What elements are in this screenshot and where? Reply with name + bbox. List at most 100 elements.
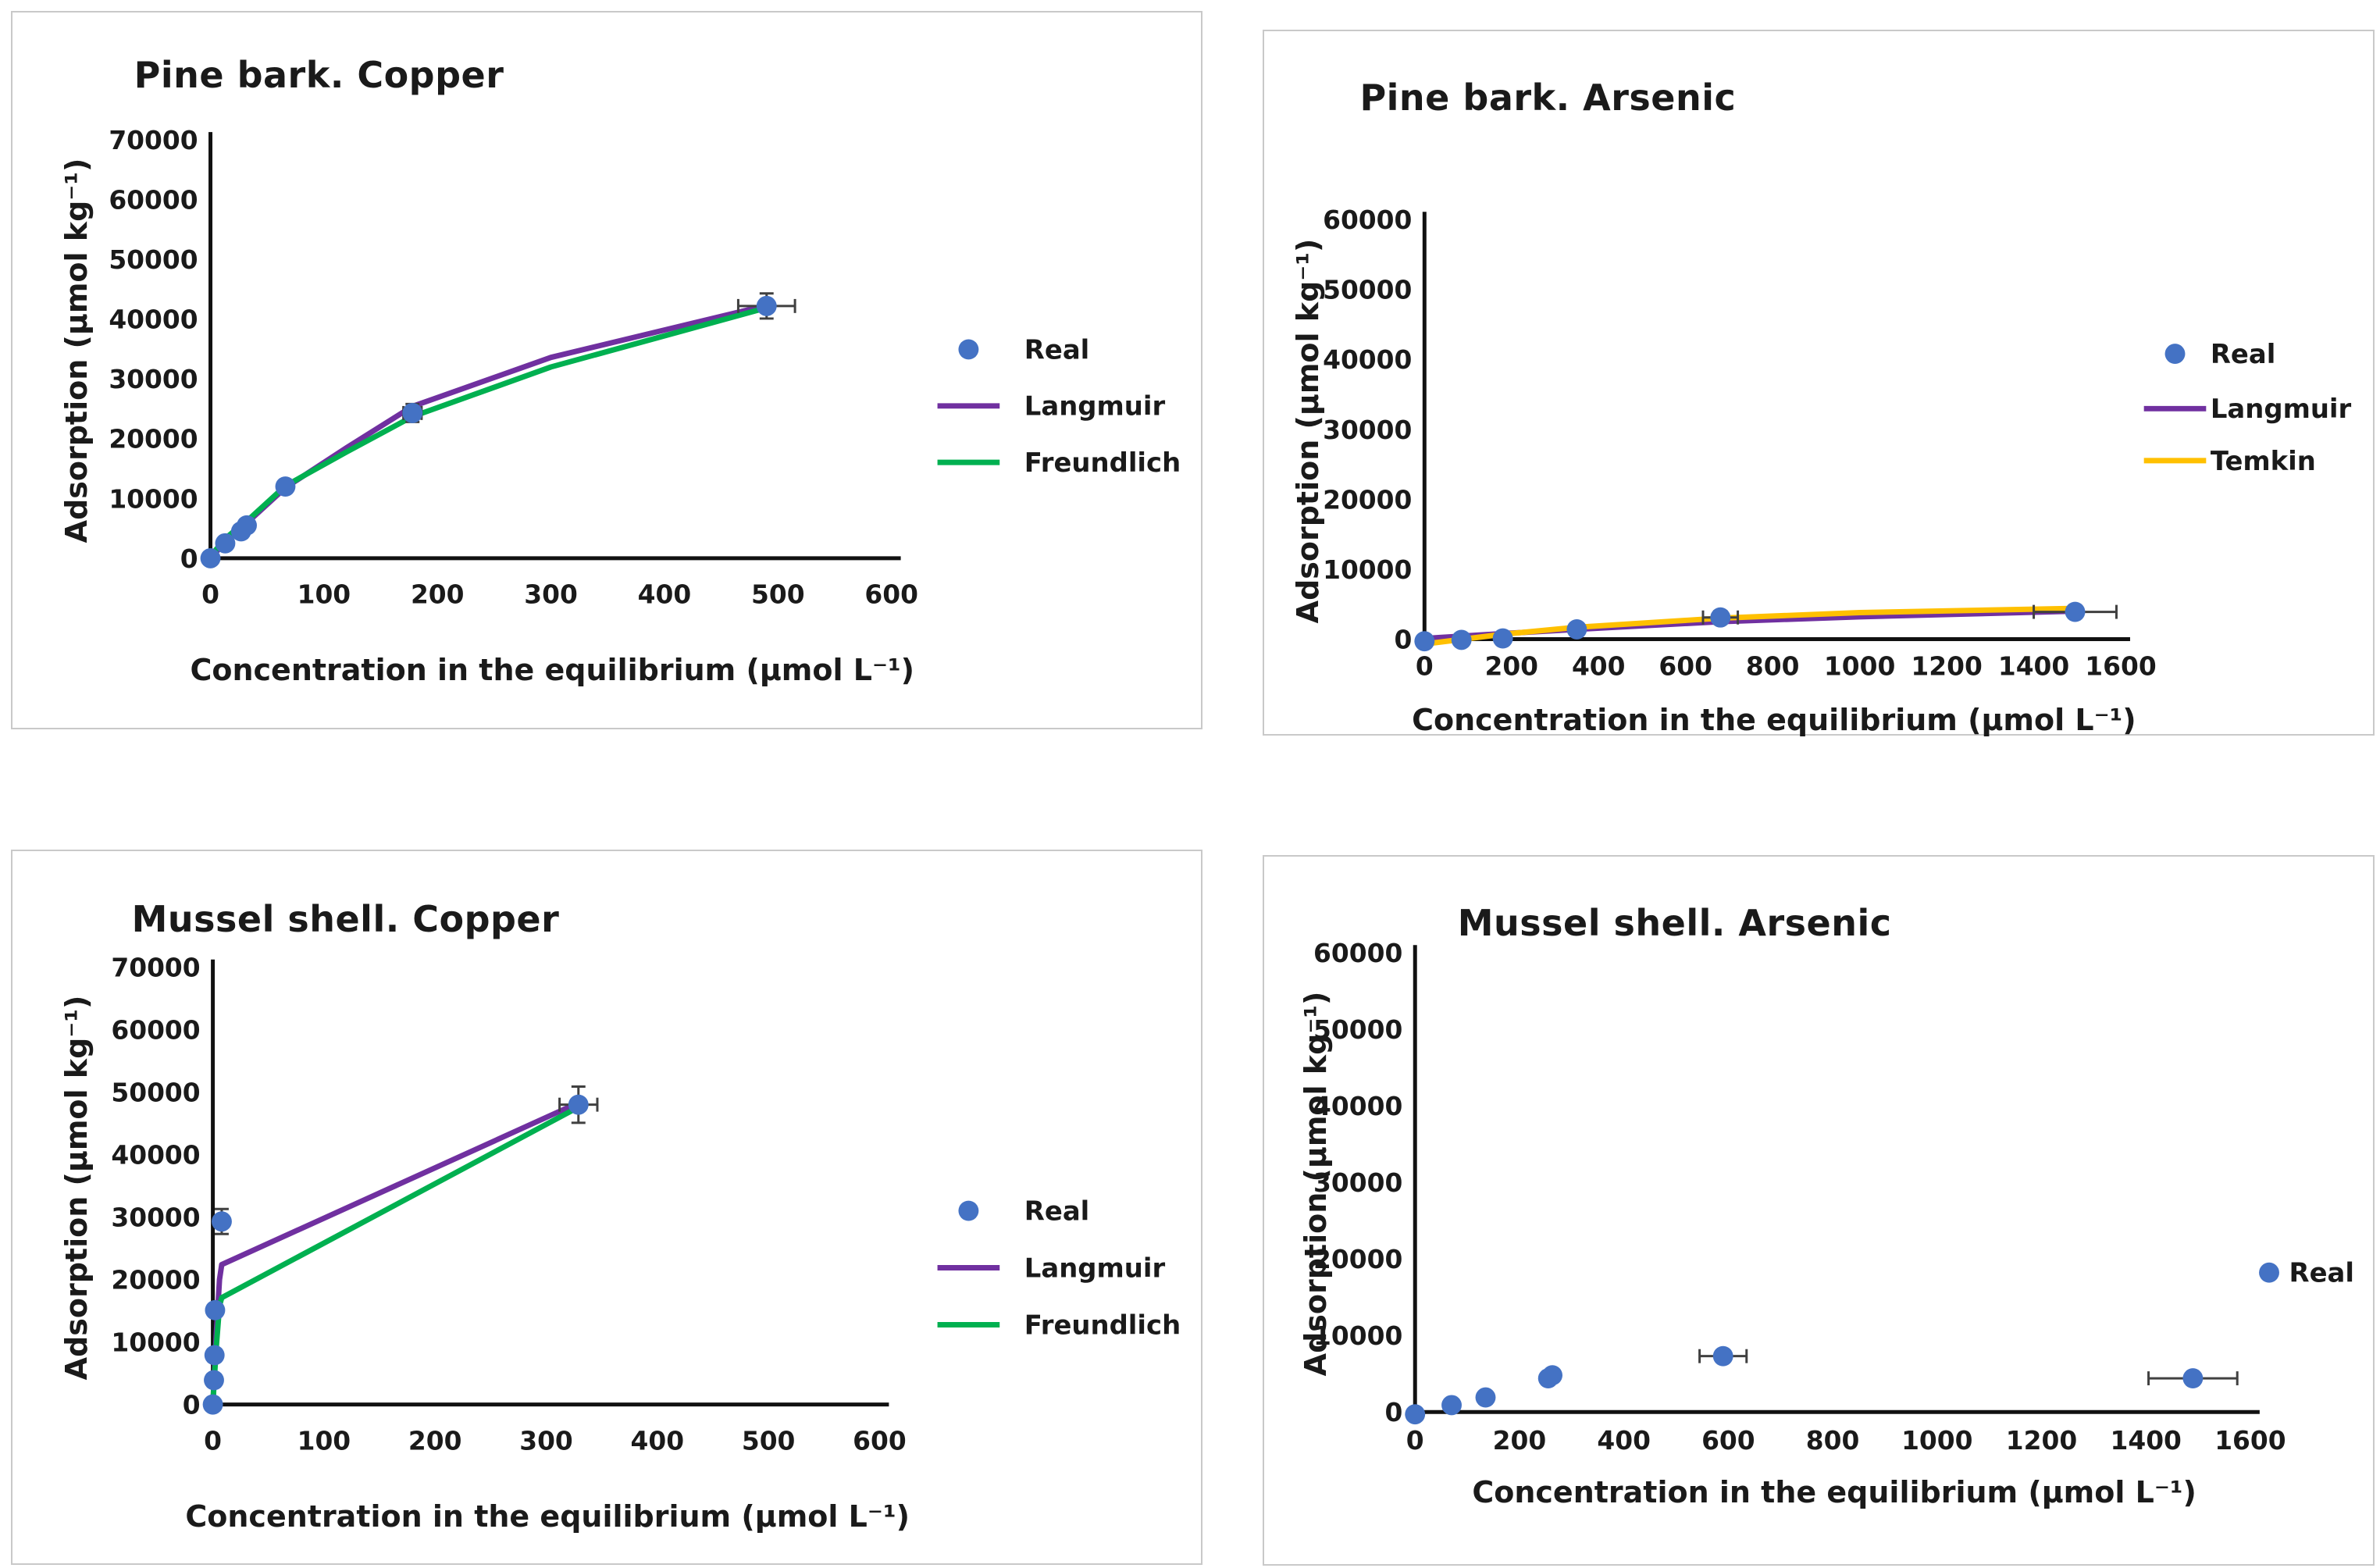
series-line-freundlich [208, 305, 770, 560]
chart-canvas: 0 10000 20000 30000 40000 50000 60000 0 200 400 60… [1323, 205, 2352, 681]
data-point [2182, 1368, 2204, 1389]
data-point [204, 1345, 225, 1366]
x-tick-label: 0 [1406, 1426, 1424, 1456]
legend-label-real: Real [2289, 1258, 2354, 1288]
x-tick-label: 100 [298, 580, 351, 610]
y-tick-label: 40000 [111, 1141, 200, 1171]
legend-marker-real [2259, 1262, 2279, 1283]
chart-canvas: 0 10000 20000 30000 40000 50000 60000 70000 0 100… [111, 953, 1181, 1456]
x-tick-label: 0 [1416, 651, 1434, 681]
data-point [275, 476, 296, 497]
y-tick-label: 60000 [1313, 939, 1402, 968]
y-tick-label: 40000 [1313, 1092, 1402, 1121]
y-tick-label: 0 [1384, 1398, 1402, 1427]
y-tick-label: 60000 [111, 1016, 200, 1046]
x-tick-label: 1000 [1824, 651, 1895, 681]
chart-panel-mussel-shell-arsenic: Mussel shell. Arsenic Adsorption (μmol k… [1263, 855, 2375, 1566]
x-tick-label: 600 [853, 1426, 907, 1456]
y-tick-label: 50000 [1323, 276, 1412, 305]
x-tick-label: 800 [1806, 1426, 1860, 1456]
data-point [1405, 1404, 1426, 1425]
x-tick-label: 600 [1701, 1426, 1755, 1456]
y-tick-label: 50000 [109, 245, 198, 275]
data-point [202, 1394, 223, 1415]
data-point [1475, 1387, 1496, 1408]
legend-marker-real [958, 339, 979, 360]
x-tick-label: 200 [408, 1426, 462, 1456]
y-tick-label: 10000 [1313, 1321, 1402, 1351]
legend-label-real: Real [2211, 339, 2275, 369]
y-tick-label: 10000 [109, 484, 198, 514]
data-point [200, 547, 221, 568]
x-axis-title: Concentration in the equilibrium (μmol L… [1472, 1475, 2197, 1510]
y-tick-label: 40000 [1323, 345, 1412, 375]
x-axis-title: Concentration in the equilibrium (μmol L… [1412, 702, 2136, 737]
chart-canvas: 0 10000 20000 30000 40000 50000 60000 70000 0 100… [109, 126, 1181, 610]
series-line-temkin [1421, 605, 2078, 647]
y-tick-label: 50000 [111, 1078, 200, 1108]
y-axis-title: Adsorption (μmol kg⁻¹) [1290, 238, 1325, 624]
y-tick-label: 20000 [1313, 1245, 1402, 1274]
y-tick-label: 10000 [1323, 555, 1412, 585]
chart-title: Mussel shell. Copper [131, 898, 560, 941]
legend-label-real: Real [1024, 1196, 1089, 1227]
data-point [756, 295, 777, 316]
series-line-freundlich [210, 1104, 582, 1408]
data-point [1712, 1345, 1733, 1367]
y-tick-label: 20000 [109, 425, 198, 454]
chart-panel-pine-bark-copper: Pine bark. Copper Adsorption (μmol kg⁻¹)… [11, 11, 1202, 729]
y-tick-label: 30000 [1323, 415, 1412, 445]
legend-label-freundlich: Freundlich [1024, 447, 1181, 478]
data-point [237, 515, 257, 536]
x-axis-title: Concentration in the equilibrium (μmol L… [185, 1499, 910, 1534]
data-point [1710, 607, 1731, 628]
legend-label-langmuir: Langmuir [2211, 394, 2352, 424]
data-point [402, 402, 423, 423]
legend-label-langmuir: Langmuir [1024, 1253, 1166, 1283]
y-axis-title: Adsorption (μmol kg⁻¹) [59, 995, 94, 1380]
x-tick-label: 1600 [2085, 651, 2156, 681]
x-tick-label: 1200 [2006, 1426, 2077, 1456]
data-point [1414, 631, 1435, 652]
series-line-langmuir [208, 302, 770, 561]
data-point [1451, 629, 1472, 650]
y-tick-label: 60000 [1323, 205, 1412, 235]
legend-label-langmuir: Langmuir [1024, 391, 1166, 422]
chart-title: Pine bark. Arsenic [1359, 76, 1737, 119]
x-tick-label: 500 [751, 580, 805, 610]
legend-label-freundlich: Freundlich [1024, 1310, 1181, 1340]
data-point [205, 1299, 226, 1320]
series-line-langmuir [210, 1099, 582, 1408]
legend: Real [2259, 1258, 2354, 1288]
data-point [204, 1370, 224, 1391]
chart-title: Pine bark. Copper [134, 54, 504, 97]
y-tick-label: 0 [183, 1391, 201, 1420]
x-tick-label: 500 [742, 1426, 796, 1456]
legend-marker-real [958, 1200, 979, 1221]
x-tick-label: 200 [1493, 1426, 1547, 1456]
y-axis-title: Adsorption (μmol kg⁻¹) [1298, 991, 1333, 1377]
legend: Real Langmuir Freundlich [937, 334, 1181, 478]
x-tick-label: 800 [1746, 651, 1800, 681]
x-tick-label: 100 [298, 1426, 351, 1456]
x-axis-title: Concentration in the equilibrium (μmol L… [190, 652, 915, 687]
y-tick-label: 30000 [111, 1203, 200, 1233]
y-axis-title: Adsorption (μmol kg⁻¹) [59, 158, 94, 543]
x-tick-label: 400 [1597, 1426, 1651, 1456]
data-point [1492, 628, 1513, 649]
x-tick-label: 300 [519, 1426, 573, 1456]
y-tick-label: 70000 [111, 953, 200, 983]
x-tick-label: 400 [631, 1426, 685, 1456]
data-point [568, 1094, 589, 1115]
x-tick-label: 1600 [2214, 1426, 2286, 1456]
data-point [212, 1211, 232, 1232]
x-tick-label: 0 [204, 1426, 222, 1456]
legend-label-real: Real [1024, 334, 1089, 365]
legend: Real Langmuir Freundlich [937, 1196, 1181, 1340]
x-tick-label: 600 [864, 580, 918, 610]
y-tick-label: 20000 [1323, 485, 1412, 515]
x-tick-label: 600 [1659, 651, 1712, 681]
x-tick-label: 0 [201, 580, 219, 610]
x-tick-label: 1400 [2110, 1426, 2181, 1456]
